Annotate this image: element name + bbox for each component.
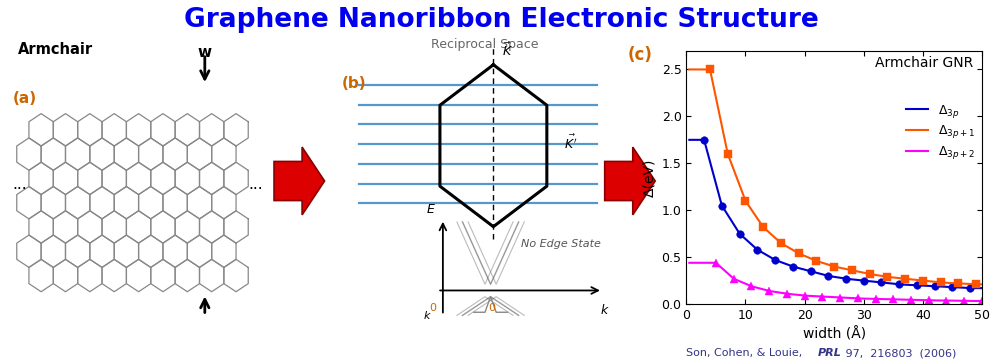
- Text: (c): (c): [627, 46, 652, 64]
- Text: Armchair GNR: Armchair GNR: [875, 56, 973, 70]
- Y-axis label: Δ(eV): Δ(eV): [642, 158, 656, 197]
- Text: (a): (a): [13, 91, 37, 106]
- FancyArrow shape: [604, 147, 655, 215]
- Text: 97,  216803  (2006): 97, 216803 (2006): [842, 348, 956, 358]
- Text: 0: 0: [488, 303, 495, 313]
- Text: Graphene Nanoribbon Electronic Structure: Graphene Nanoribbon Electronic Structure: [183, 7, 819, 33]
- Text: PRL: PRL: [818, 348, 842, 358]
- Text: $k$: $k$: [600, 303, 609, 317]
- Text: Reciprocal Space: Reciprocal Space: [431, 38, 539, 51]
- Text: 0: 0: [429, 303, 436, 313]
- Text: w: w: [197, 45, 211, 59]
- Legend: $\Delta_{3p}$, $\Delta_{3p+1}$, $\Delta_{3p+2}$: $\Delta_{3p}$, $\Delta_{3p+1}$, $\Delta_…: [906, 102, 976, 161]
- Text: No Edge State: No Edge State: [521, 239, 601, 249]
- Text: $k$: $k$: [423, 309, 432, 321]
- Text: Armchair: Armchair: [18, 42, 93, 57]
- Text: $\vec{K'}$: $\vec{K'}$: [563, 133, 577, 152]
- Text: $\vec{K}$: $\vec{K}$: [502, 41, 513, 59]
- X-axis label: width (Å): width (Å): [803, 328, 866, 342]
- Text: (b): (b): [342, 76, 367, 90]
- FancyArrow shape: [275, 147, 325, 215]
- Text: ...: ...: [13, 177, 27, 192]
- Text: $E$: $E$: [426, 203, 436, 216]
- Text: Son, Cohen, & Louie,: Son, Cohen, & Louie,: [686, 348, 807, 358]
- Text: ...: ...: [248, 177, 263, 192]
